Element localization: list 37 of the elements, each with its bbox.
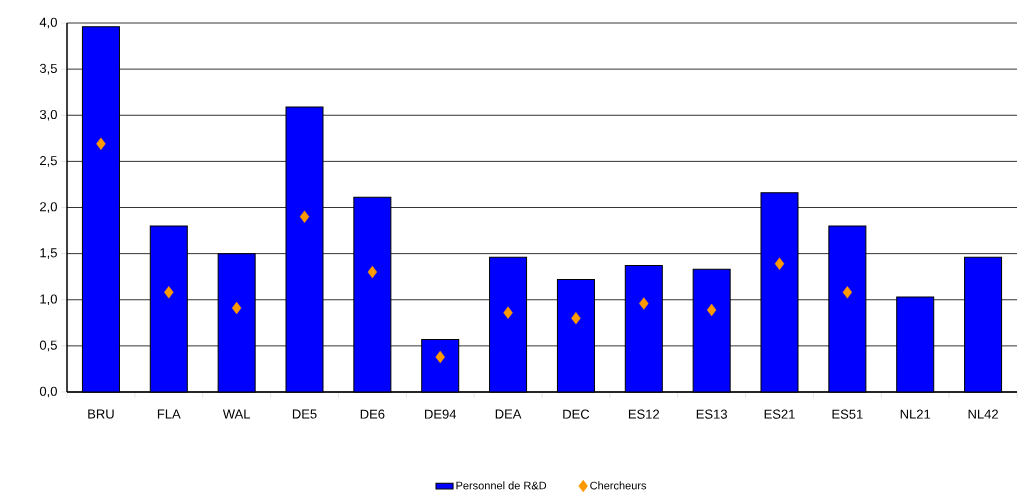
- y-tick-label: 2,5: [40, 156, 57, 167]
- point: [503, 306, 513, 319]
- point: [164, 286, 174, 299]
- y-tick-label: 3,0: [39, 109, 57, 121]
- point: [367, 265, 378, 279]
- y-tick-label: 3,5: [39, 63, 57, 75]
- y-tick-label: 0,0: [39, 386, 57, 398]
- x-tick-label: DE5: [292, 409, 317, 419]
- point: [639, 297, 649, 310]
- x-tick-label: DE94: [425, 409, 457, 419]
- y-tick-label: 1,0: [40, 294, 57, 306]
- x-tick-label: ES13: [696, 409, 727, 419]
- x-tick-label: DEA: [495, 409, 522, 419]
- y-tick-label: 0,5: [39, 340, 57, 352]
- legend-label: Chercheurs: [590, 481, 647, 490]
- point: [96, 137, 106, 151]
- x-tick-label: NL42: [968, 409, 998, 419]
- y-tick-label: 4,0: [39, 17, 57, 29]
- point: [706, 303, 717, 317]
- x-tick-label: DE6: [360, 409, 385, 419]
- x-tick-label: FLA: [157, 409, 181, 419]
- x-tick-label: NL21: [900, 409, 931, 419]
- x-tick-label: ES12: [628, 409, 660, 419]
- x-tick-label: BRU: [88, 409, 114, 419]
- x-tick-label: WAL: [222, 409, 251, 419]
- y-tick-label: 2,0: [40, 202, 57, 213]
- point: [299, 210, 310, 223]
- x-tick-label: ES51: [832, 409, 863, 419]
- legend-label: Personnel de R&D: [456, 481, 547, 490]
- point: [774, 257, 785, 270]
- point: [842, 286, 853, 299]
- x-tick-label: DEC: [563, 409, 590, 419]
- x-tick-label: ES21: [764, 409, 795, 419]
- point: [231, 301, 242, 315]
- y-tick-label: 1,5: [40, 248, 57, 259]
- point: [571, 312, 581, 325]
- point: [435, 350, 445, 364]
